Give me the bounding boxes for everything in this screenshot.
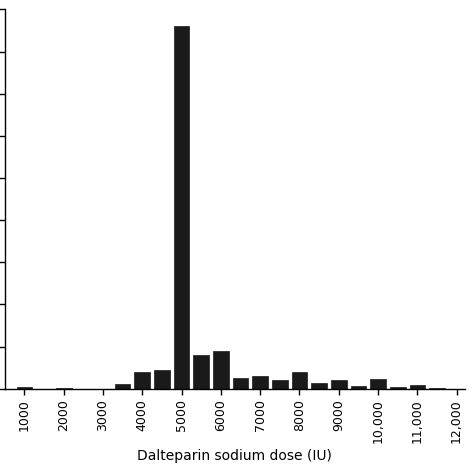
Bar: [193, 355, 209, 389]
X-axis label: Dalteparin sodium dose (IU): Dalteparin sodium dose (IU): [137, 448, 332, 463]
Bar: [252, 376, 268, 389]
Bar: [292, 372, 307, 389]
Bar: [173, 27, 190, 389]
Bar: [56, 388, 72, 389]
Bar: [115, 384, 130, 389]
Bar: [351, 386, 366, 389]
Bar: [17, 387, 32, 389]
Bar: [213, 351, 229, 389]
Bar: [410, 385, 425, 389]
Bar: [370, 379, 386, 389]
Bar: [272, 380, 288, 389]
Bar: [233, 378, 248, 389]
Bar: [154, 370, 170, 389]
Bar: [390, 387, 406, 389]
Bar: [311, 383, 327, 389]
Bar: [331, 380, 346, 389]
Bar: [429, 388, 445, 389]
Bar: [135, 372, 150, 389]
